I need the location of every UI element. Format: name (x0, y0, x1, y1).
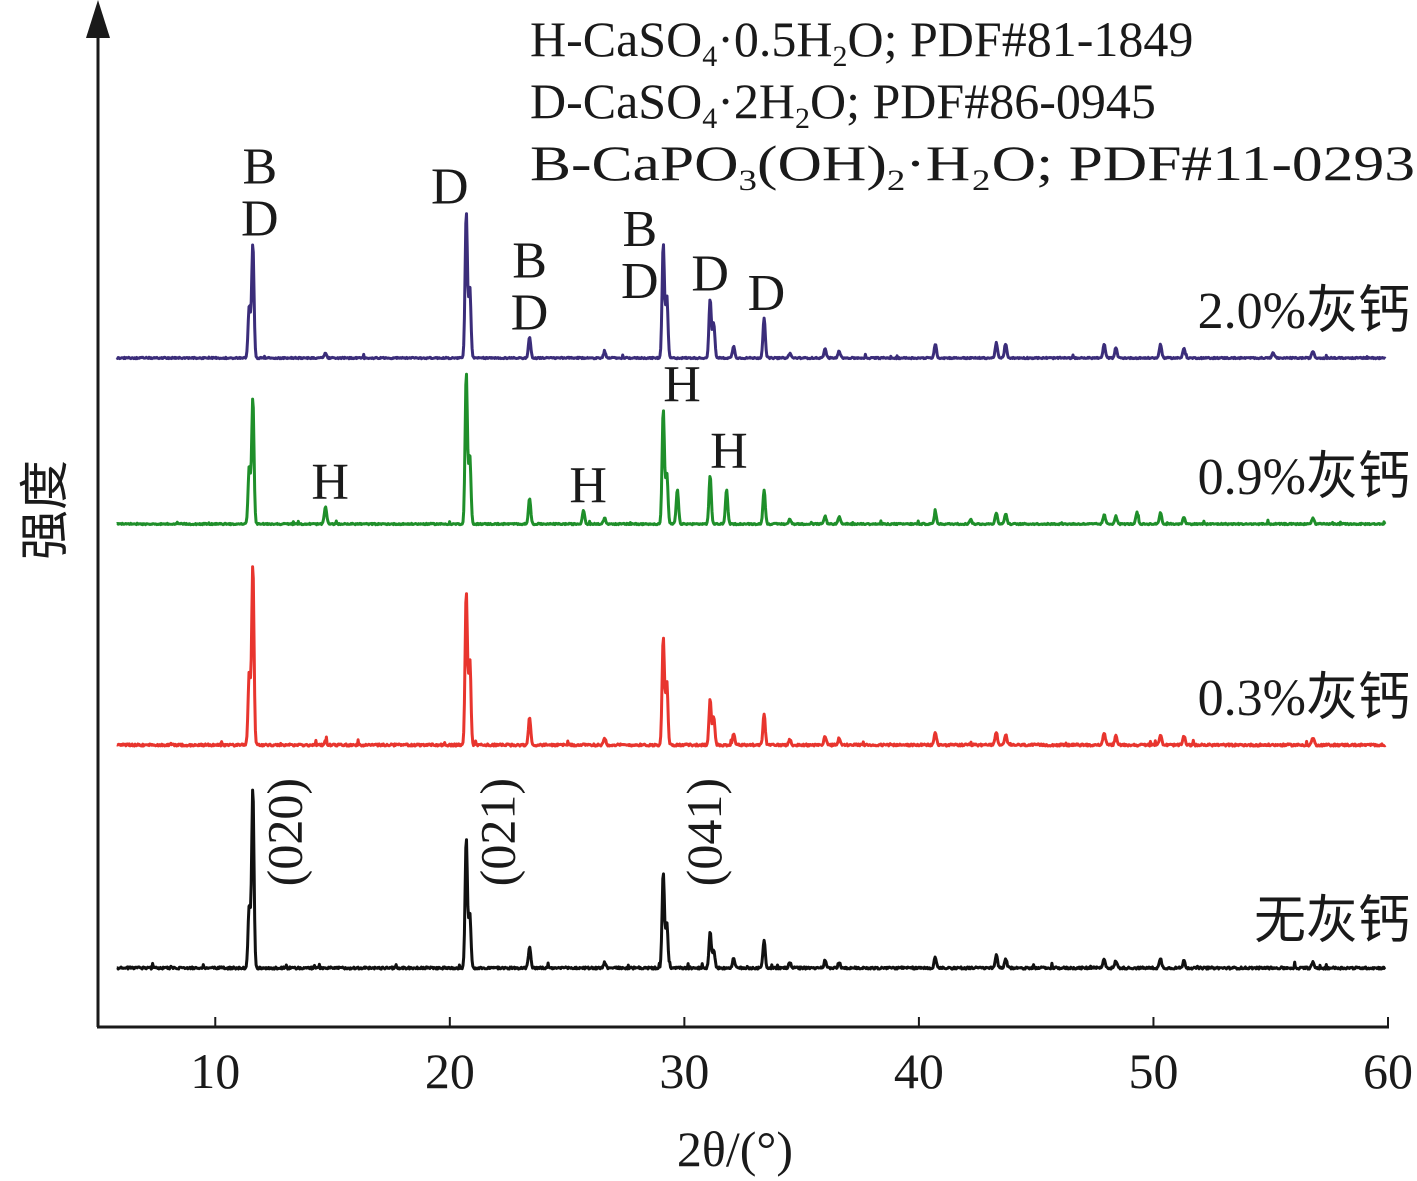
series-line (116, 788, 1387, 971)
phase-peak-label: D (748, 265, 786, 322)
phase-peak-label: D (691, 246, 729, 303)
x-tick-label: 30 (659, 1043, 709, 1099)
phase-peak-label: B (512, 232, 547, 289)
series-name-label: 无灰钙 (1254, 893, 1410, 950)
phase-peak-label: H (311, 454, 349, 511)
miller-index-label: (021) (470, 778, 526, 886)
x-tick-label: 10 (190, 1043, 240, 1099)
series-name-label: 0.9%灰钙 (1198, 449, 1410, 506)
y-axis-arrow-icon (86, 0, 110, 38)
phase-peak-label: D (511, 284, 549, 341)
phase-peak-label: H (663, 357, 701, 414)
y-axis-label: 强度 (17, 460, 73, 560)
legend-line-d: D-CaSO4·2H2O; PDF#86-0945 (530, 73, 1156, 135)
series-name-label: 0.3%灰钙 (1198, 670, 1410, 727)
series-name-label: 2.0%灰钙 (1198, 283, 1410, 340)
x-tick-label: 20 (425, 1043, 475, 1099)
series-group (115, 212, 1387, 971)
series-line (116, 372, 1387, 527)
legend-line-h: H-CaSO4·0.5H2O; PDF#81-1849 (530, 11, 1193, 73)
miller-index-label: (041) (676, 778, 732, 886)
legend-line-b: B-CaPO 3(OH) 2·H₂O; PDF#11-0293 (530, 135, 1415, 197)
x-axis-ticks: 10 20 30 40 50 60 (190, 1017, 1413, 1099)
phase-legend: H-CaSO4·0.5H2O; PDF#81-1849 D-CaSO4·2H2O… (530, 11, 1415, 197)
series-line (116, 565, 1387, 748)
phase-peak-label: H (710, 423, 748, 480)
x-tick-label: 40 (894, 1043, 944, 1099)
x-tick-label: 50 (1128, 1043, 1178, 1099)
phase-peak-label: B (242, 139, 277, 196)
phase-peak-label: B (622, 201, 657, 258)
phase-peak-label: D (621, 253, 659, 310)
series-line (115, 212, 1387, 361)
phase-peak-label: D (241, 191, 279, 248)
phase-peak-label: H (569, 457, 607, 514)
x-tick-label: 60 (1363, 1043, 1413, 1099)
phase-peak-label: D (431, 159, 469, 216)
x-axis-label: 2θ/(°) (677, 1121, 793, 1177)
miller-index-label: (020) (256, 778, 312, 886)
